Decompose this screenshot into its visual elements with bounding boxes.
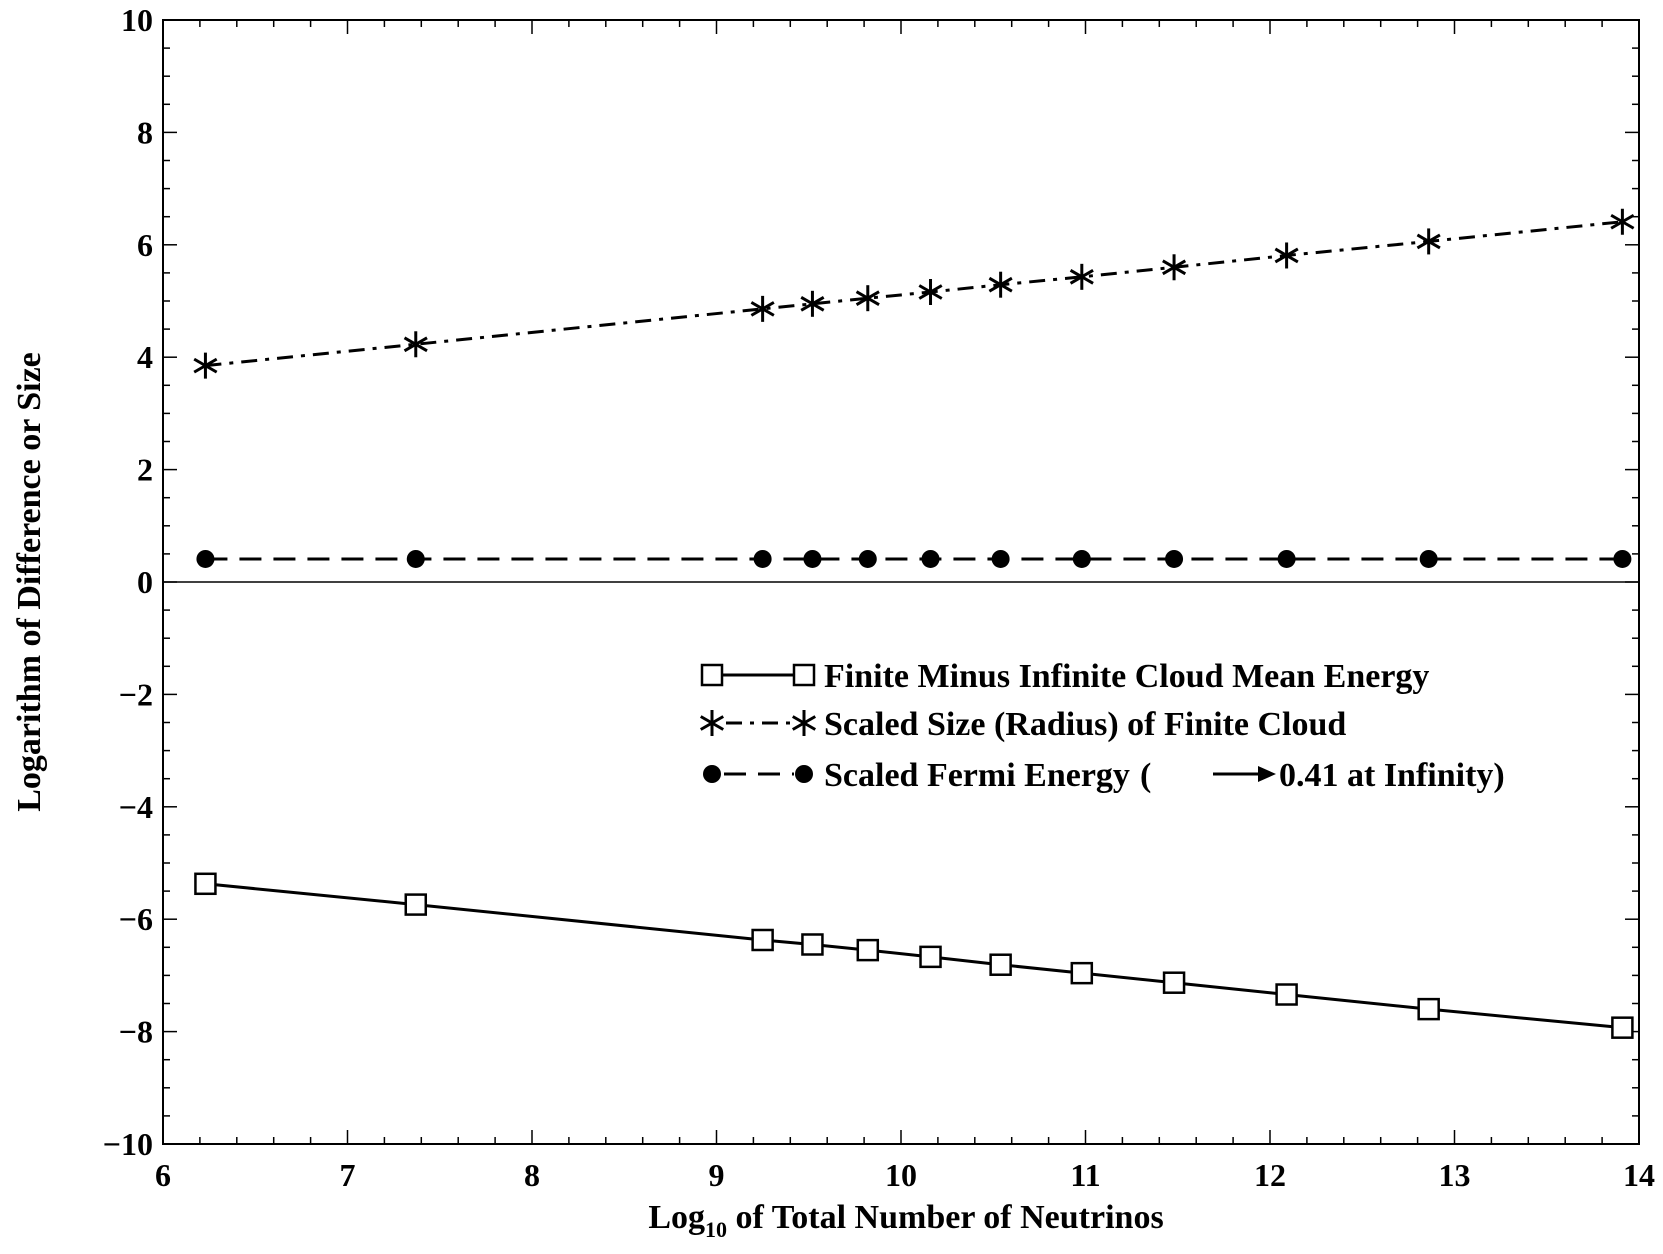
asterisk-stroke: [791, 715, 817, 731]
data-point-asterisk: [1416, 228, 1441, 255]
data-point-circle: [858, 549, 877, 568]
asterisk-stroke: [1610, 213, 1635, 230]
legend-marker-circle-left: [703, 765, 721, 783]
legend: Finite Minus Infinite Cloud Mean Energy …: [699, 658, 1505, 794]
legend-label-fermi-energy: Scaled Fermi Energy (: [824, 757, 1151, 794]
legend-label-cloud-size: Scaled Size (Radius) of Finite Cloud: [824, 706, 1346, 743]
legend-fermi-name: Scaled Fermi Energy: [824, 757, 1130, 794]
data-point-circle: [1277, 549, 1296, 568]
asterisk-stroke: [403, 336, 428, 353]
x-axis-title-prefix: Log: [648, 1199, 705, 1236]
asterisk-stroke: [1416, 233, 1441, 250]
asterisk-stroke: [1274, 247, 1299, 264]
legend-fermi-suffix: 0.41 at Infinity): [1279, 757, 1505, 794]
data-point-circle: [753, 549, 772, 568]
y-tick-label: −8: [119, 1014, 153, 1050]
x-tick-label: 12: [1254, 1157, 1286, 1193]
asterisk-stroke: [988, 276, 1013, 293]
x-tick-label: 13: [1439, 1157, 1471, 1193]
y-tick-label: 8: [137, 114, 153, 150]
y-tick-label: 4: [137, 339, 153, 375]
data-point-square: [1611, 1016, 1634, 1039]
data-point-asterisk: [193, 352, 218, 379]
series-line-0: [205, 882, 1623, 1030]
data-point-asterisk: [1069, 263, 1094, 290]
data-point-square: [1162, 971, 1186, 994]
data-point-circle: [803, 549, 822, 568]
tick-labels: 6 7 8 9 10 11 12 13 14 10 8 6 4 2 0 −2 −4 −6 −8 −10: [103, 2, 1655, 1193]
x-tick-label: 14: [1623, 1157, 1655, 1193]
data-point-asterisk: [1610, 208, 1635, 235]
data-point-circle: [1072, 549, 1091, 568]
y-tick-label: 6: [137, 227, 153, 263]
x-tick-label: 11: [1070, 1157, 1100, 1193]
data-point-asterisk: [918, 279, 943, 306]
x-axis-title-subscript: 10: [705, 1217, 727, 1242]
x-tick-label: 8: [524, 1157, 540, 1193]
x-tick-label: 7: [340, 1157, 356, 1193]
legend-marker-square-left: [700, 663, 724, 687]
asterisk-stroke: [918, 284, 943, 300]
data-point-circle: [1165, 549, 1184, 568]
y-tick-label: 0: [137, 564, 153, 600]
data-point-asterisk: [750, 295, 775, 322]
y-tick-label: −6: [119, 901, 153, 937]
y-tick-label: 10: [121, 2, 153, 38]
data-point-circle: [921, 549, 940, 568]
legend-marker-asterisk-right: [791, 710, 817, 736]
series-line-1: [205, 220, 1623, 368]
asterisk-glyph: [791, 710, 817, 736]
y-tick-label: −4: [119, 789, 153, 825]
data-point-square: [919, 945, 942, 969]
legend-marker-square-right: [792, 663, 816, 687]
x-tick-label: 6: [155, 1157, 171, 1193]
data-point-asterisk: [988, 271, 1013, 298]
x-tick-label: 9: [709, 1157, 725, 1193]
data-point-square: [1070, 961, 1094, 985]
data-point-square: [1275, 983, 1298, 1006]
data-point-square: [1417, 997, 1440, 1021]
y-tick-label: −2: [119, 676, 153, 712]
legend-arrow-head-icon: [1258, 766, 1276, 782]
legend-marker-circle-right: [795, 765, 813, 783]
x-axis-title-suffix: of Total Number of Neutrinos: [727, 1199, 1164, 1236]
data-point-square: [989, 953, 1012, 976]
data-point-circle: [406, 549, 425, 568]
data-point-square: [751, 928, 774, 952]
axis-ticks: [162, 19, 1640, 1145]
data-point-square: [801, 933, 824, 956]
data-point-asterisk: [855, 285, 880, 312]
data-point-circle: [991, 549, 1010, 568]
legend-fermi-open-paren: (: [1140, 757, 1151, 794]
data-point-asterisk: [1274, 242, 1299, 269]
asterisk-glyph: [699, 710, 725, 736]
data-point-asterisk: [403, 331, 428, 358]
y-tick-label: 2: [137, 452, 153, 488]
data-point-circle: [1613, 549, 1632, 568]
y-axis-title: Logarithm of Difference or Size: [11, 352, 48, 812]
data-point-square: [856, 938, 880, 962]
x-axis-title: Log10 of Total Number of Neutrinos: [648, 1199, 1163, 1242]
data-point-square: [194, 872, 217, 896]
data-point-circle: [196, 549, 215, 568]
data-point-asterisk: [1162, 254, 1187, 281]
data-point-square: [404, 893, 428, 916]
data-point-asterisk: [800, 290, 825, 317]
asterisk-stroke: [855, 290, 880, 306]
asterisk-stroke: [193, 357, 218, 374]
data-point-circle: [1419, 549, 1438, 568]
legend-marker-asterisk-left: [699, 710, 725, 736]
series-layer: [193, 208, 1635, 1039]
asterisk-stroke: [800, 296, 825, 312]
asterisk-stroke: [1069, 269, 1094, 285]
asterisk-stroke: [699, 715, 725, 731]
asterisk-stroke: [1162, 259, 1187, 276]
x-tick-label: 10: [885, 1157, 917, 1193]
legend-label-mean-energy: Finite Minus Infinite Cloud Mean Energy: [824, 658, 1429, 695]
y-tick-label: −10: [103, 1126, 153, 1162]
asterisk-stroke: [750, 301, 775, 317]
